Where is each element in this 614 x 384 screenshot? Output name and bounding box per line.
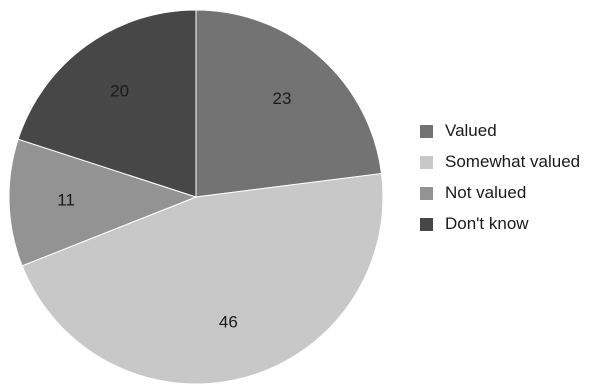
legend-swatch-not-valued xyxy=(420,186,433,200)
data-label-somewhat-valued: 46 xyxy=(219,312,238,331)
legend-swatch-somewhat-valued xyxy=(420,155,433,169)
legend-label-valued: Valued xyxy=(445,121,497,140)
legend-swatch-valued xyxy=(420,124,433,138)
pie-slice-not-valued xyxy=(8,138,198,267)
legend: Valued Somewhat valued Not valued Don't … xyxy=(420,120,614,244)
legend-swatch-dont-know xyxy=(420,217,433,231)
data-label-dont-know: 20 xyxy=(110,81,129,100)
pie-data-labels: 23 46 11 20 xyxy=(57,81,291,331)
legend-label-somewhat-valued: Somewhat valued xyxy=(445,152,581,171)
legend-item-not-valued: Not valued xyxy=(420,182,614,204)
legend-item-somewhat-valued: Somewhat valued xyxy=(420,151,614,173)
pie-slice-somewhat-valued xyxy=(21,173,384,384)
legend-label-not-valued: Not valued xyxy=(445,183,527,202)
pie-slice-valued xyxy=(195,9,383,198)
legend-item-dont-know: Don't know xyxy=(420,213,614,235)
pie-slice-dont-know xyxy=(17,9,197,198)
data-label-valued: 23 xyxy=(273,89,292,108)
legend-label-dont-know: Don't know xyxy=(445,214,529,233)
pie-slices xyxy=(8,9,384,384)
data-label-not-valued: 11 xyxy=(57,191,75,210)
legend-item-valued: Valued xyxy=(420,120,614,142)
